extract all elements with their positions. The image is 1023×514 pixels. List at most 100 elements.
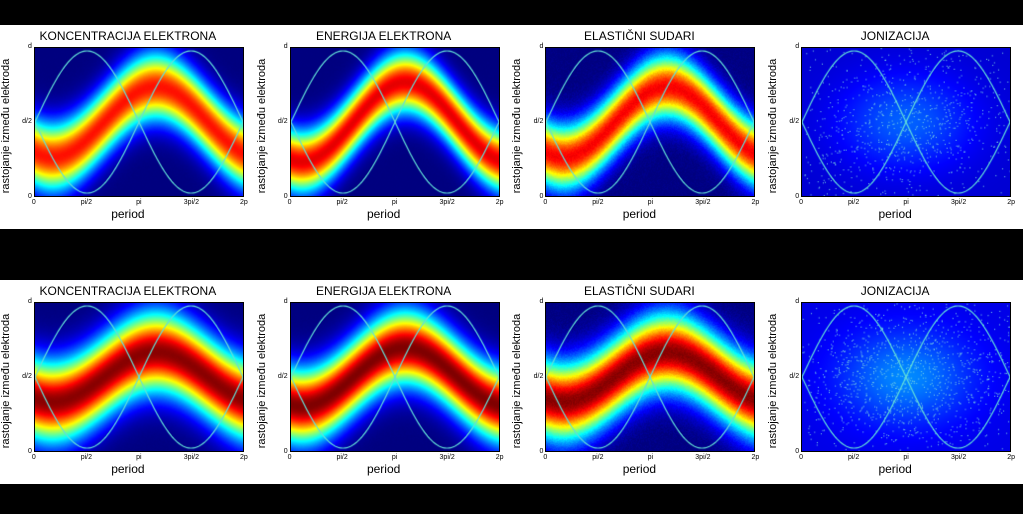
y-axis-label: rastojanje između elektroda [767,59,779,194]
y-tick: d [268,43,288,51]
x-axis-label: period [8,207,248,221]
panel-title: ENERGIJA ELEKTRONA [264,29,504,47]
y-tick: 0 [523,193,543,201]
x-tick: 2p [496,454,504,461]
panel-title: KONCENTRACIJA ELEKTRONA [8,284,248,302]
x-tick: 3pi/2 [951,454,966,461]
panel-title: ELASTIČNI SUDARI [519,29,759,47]
x-tick: pi/2 [848,454,859,461]
x-tick: 2p [240,199,248,206]
panel-1-0: KONCENTRACIJA ELEKTRONArastojanje između… [8,284,248,480]
x-tick: 0 [799,199,803,206]
y-tick: d [12,298,32,306]
plot-area: rastojanje između elektroda0d/2d0pi/2pi3… [519,302,759,460]
y-tick: d [523,298,543,306]
panel-0-1: ENERGIJA ELEKTRONArastojanje između elek… [264,29,504,225]
x-axis-label: period [775,462,1015,476]
x-tick: 2p [496,199,504,206]
figure-row-0: KONCENTRACIJA ELEKTRONA rastojanje između… [0,25,1023,229]
y-tick: d [779,298,799,306]
panel-0-2: ELASTIČNI SUDARIrastojanje između elektr… [519,29,759,225]
panel-1-2: ELASTIČNI SUDARIrastojanje između elektr… [519,284,759,480]
plot-area: rastojanje između elektroda0d/2d0pi/2pi3… [8,302,248,460]
x-tick: 2p [751,199,759,206]
y-tick: 0 [268,448,288,456]
panel-title: KONCENTRACIJA ELEKTRONA [8,29,248,47]
x-tick: pi [903,199,908,206]
y-tick: d/2 [268,373,288,381]
panel-0-0: KONCENTRACIJA ELEKTRONArastojanje između… [8,29,248,225]
panel-title: JONIZACIJA [775,284,1015,302]
x-axis-label: period [264,207,504,221]
y-tick: 0 [268,193,288,201]
x-tick: pi [136,454,141,461]
y-tick: d [12,43,32,51]
heatmap-canvas [545,47,755,197]
x-tick: 0 [799,454,803,461]
x-tick: pi/2 [592,454,603,461]
x-axis-label: period [519,462,759,476]
heatmap-canvas [545,302,755,452]
y-tick: d [268,298,288,306]
panel-1-1: ENERGIJA ELEKTRONArastojanje između elek… [264,284,504,480]
x-tick: 3pi/2 [440,454,455,461]
x-tick: 0 [543,454,547,461]
figure-row-1: KONCENTRACIJA ELEKTRONA rastojanje između… [0,280,1023,484]
y-axis-label: rastojanje između elektroda [256,314,268,449]
y-axis-label: rastojanje između elektroda [0,59,12,194]
x-tick: pi [392,199,397,206]
x-tick: pi/2 [81,199,92,206]
y-axis-label: rastojanje između elektroda [256,59,268,194]
y-tick: 0 [779,193,799,201]
x-tick: pi/2 [336,199,347,206]
y-tick: d/2 [268,118,288,126]
y-tick: d/2 [523,373,543,381]
x-tick: pi [648,454,653,461]
plot-area: rastojanje između elektroda0d/2d0pi/2pi3… [264,47,504,205]
x-tick: 0 [32,454,36,461]
heatmap-canvas [34,302,244,452]
x-tick: pi [392,454,397,461]
x-tick: pi/2 [592,199,603,206]
x-tick: pi/2 [336,454,347,461]
x-tick: 0 [288,199,292,206]
x-tick: 3pi/2 [695,454,710,461]
heatmap-canvas [290,302,500,452]
x-tick: 2p [1007,199,1015,206]
plot-area: rastojanje između elektroda0d/2d0pi/2pi3… [775,302,1015,460]
y-tick: d/2 [12,118,32,126]
x-tick: 0 [32,199,36,206]
x-tick: 3pi/2 [184,199,199,206]
heatmap-canvas [290,47,500,197]
y-axis-label: rastojanje između elektroda [767,314,779,449]
y-tick: d/2 [779,118,799,126]
x-axis-label: period [8,462,248,476]
y-tick: d [523,43,543,51]
x-axis-label: period [264,462,504,476]
y-tick: d/2 [779,373,799,381]
y-tick: d/2 [12,373,32,381]
panel-title: ENERGIJA ELEKTRONA [264,284,504,302]
x-tick: 3pi/2 [695,199,710,206]
panel-title: JONIZACIJA [775,29,1015,47]
panel-title: ELASTIČNI SUDARI [519,284,759,302]
panel-1-3: JONIZACIJArastojanje između elektroda0d/… [775,284,1015,480]
heatmap-canvas [801,302,1011,452]
x-tick: 2p [240,454,248,461]
x-axis-label: period [775,207,1015,221]
x-tick: pi/2 [81,454,92,461]
x-tick: pi [648,199,653,206]
y-tick: 0 [779,448,799,456]
plot-area: rastojanje između elektroda0d/2d0pi/2pi3… [519,47,759,205]
y-axis-label: rastojanje između elektroda [511,59,523,194]
x-tick: pi [136,199,141,206]
plot-area: rastojanje između elektroda0d/2d0pi/2pi3… [8,47,248,205]
heatmap-canvas [34,47,244,197]
heatmap-canvas [801,47,1011,197]
x-tick: 2p [1007,454,1015,461]
x-tick: 0 [288,454,292,461]
y-tick: d/2 [523,118,543,126]
y-tick: d [779,43,799,51]
x-tick: 3pi/2 [951,199,966,206]
x-tick: pi [903,454,908,461]
